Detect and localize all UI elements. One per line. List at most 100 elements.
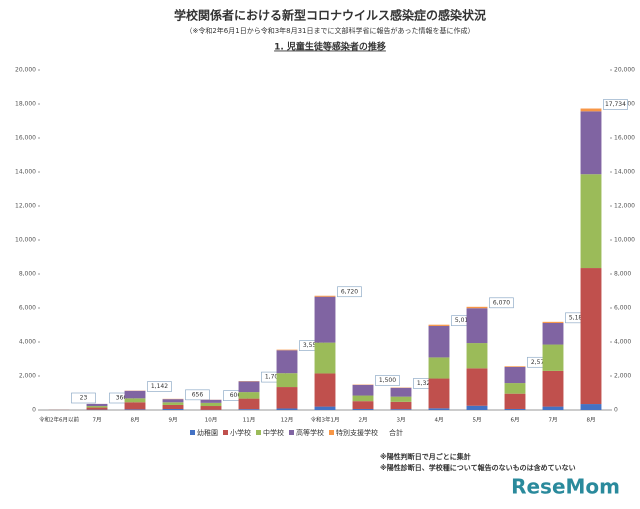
y-tick-label: 16,000: [15, 135, 36, 142]
bar-segment: [162, 404, 184, 409]
bar-segment: [124, 409, 146, 410]
bar-segment: [276, 408, 298, 410]
bar-segment: [580, 404, 602, 410]
x-tick-label: 9月: [169, 417, 178, 424]
y-tick-label: 8,000: [19, 271, 36, 278]
legend-swatch: [256, 430, 261, 435]
x-tick-label: 7月: [93, 417, 102, 424]
bar-segment: [580, 268, 602, 405]
y2-tick-label: 10,000: [614, 237, 635, 244]
bar-segment: [314, 373, 336, 407]
bar-segment: [314, 295, 336, 297]
y-tick-label: 2,000: [19, 373, 36, 380]
x-tick-label: 5月: [473, 417, 482, 424]
bar-segment: [238, 398, 260, 410]
bar-segment: [428, 408, 450, 410]
bar-segment: [276, 350, 298, 374]
total-box: [489, 297, 514, 309]
bar-segment: [238, 392, 260, 399]
bar-segment: [428, 378, 450, 409]
bar-segment: [390, 409, 412, 410]
total-label: 606: [230, 392, 242, 399]
legend-label: 高等学校: [296, 428, 324, 437]
bar-segment: [238, 381, 260, 393]
total-label: 3,550: [303, 342, 320, 349]
chart-title: 学校関係者における新型コロナウイルス感染症の感染状況: [174, 8, 486, 23]
y-tick-label: 12,000: [15, 203, 36, 210]
y2-tick-label: 6,000: [614, 305, 631, 312]
legend-label: 幼稚園: [197, 428, 218, 437]
legend-label: 中学校: [263, 428, 284, 437]
bar-segment: [124, 398, 146, 403]
bar-segment: [276, 349, 298, 351]
total-box: [147, 381, 172, 392]
chart-heading: 1. 児童生徒等感染者の推移: [274, 41, 386, 53]
bar-segment: [580, 111, 602, 175]
x-tick-label: 4月: [435, 417, 444, 424]
y2-tick-label: 12,000: [614, 203, 635, 210]
bar-segment: [352, 408, 374, 410]
watermark: ReseMom: [511, 475, 620, 499]
total-box: [185, 389, 210, 401]
bar-segment: [466, 368, 488, 406]
bar-segment: [580, 174, 602, 269]
bar-segment: [86, 403, 108, 407]
x-tick-label: 令和2年6月以前: [39, 416, 79, 424]
bar-segment: [200, 406, 222, 410]
total-label: 1,142: [151, 383, 168, 390]
bar-segment: [542, 406, 564, 410]
bar-segment: [504, 366, 526, 384]
y2-tick-label: 16,000: [614, 135, 635, 142]
bar-segment: [390, 401, 412, 410]
bar-segment: [200, 402, 222, 407]
x-tick-label: 11月: [243, 417, 256, 424]
bar-segment: [542, 370, 564, 407]
bar-segment: [390, 396, 412, 402]
total-box: [337, 286, 362, 298]
bar-segment: [542, 321, 564, 323]
bar-segment: [124, 390, 146, 399]
bar-segment: [466, 308, 488, 344]
bar-segment: [200, 399, 222, 403]
total-label: 6,720: [341, 288, 358, 295]
total-label: 6,070: [493, 299, 510, 306]
bar-segment: [314, 296, 336, 343]
bar-segment: [86, 406, 108, 408]
note: ※陽性診断日、学校種について報告のないものは含めていない: [380, 463, 576, 472]
bar-segment: [238, 409, 260, 410]
y-tick-label: 10,000: [15, 237, 36, 244]
total-box: [603, 99, 628, 110]
bar-segment: [162, 408, 184, 410]
legend-swatch: [223, 430, 228, 435]
bar-segment: [276, 387, 298, 409]
x-tick-label: 12月: [281, 417, 294, 424]
bar-segment: [466, 306, 488, 309]
bar-segment: [428, 324, 450, 326]
y-tick-label: 0: [32, 407, 36, 414]
y2-tick-label: 14,000: [614, 169, 635, 176]
y2-tick-label: 0: [614, 407, 618, 414]
bar-segment: [162, 399, 184, 403]
bar-segment: [314, 406, 336, 410]
bar-segment: [352, 401, 374, 409]
bar-segment: [352, 384, 374, 396]
bar-segment: [352, 395, 374, 402]
x-tick-label: 令和3年1月: [311, 416, 340, 424]
x-tick-label: 3月: [397, 417, 406, 424]
y-tick-label: 4,000: [19, 339, 36, 346]
total-label: 5,017: [455, 317, 472, 324]
total-label: 1,701: [265, 374, 282, 381]
y2-tick-label: 2,000: [614, 373, 631, 380]
x-tick-label: 8月: [131, 417, 140, 424]
bar-segment: [428, 357, 450, 379]
y2-tick-label: 8,000: [614, 271, 631, 278]
bar-segment: [162, 402, 184, 405]
total-box: [375, 375, 400, 386]
bar-segment: [466, 343, 488, 369]
total-label: 2,573: [531, 359, 548, 366]
bar-segment: [390, 387, 412, 397]
total-label: 23: [80, 395, 88, 402]
bar-segment: [314, 342, 336, 374]
y-tick-label: 18,000: [15, 101, 36, 108]
